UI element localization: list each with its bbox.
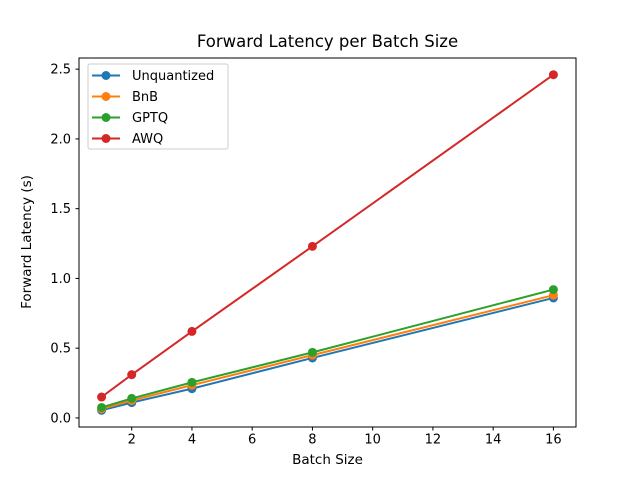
x-tick-label: 2 (128, 433, 136, 448)
y-tick-label: 0.5 (50, 342, 71, 357)
x-tick-label: 8 (308, 433, 316, 448)
y-axis-label: Forward Latency (s) (19, 175, 35, 309)
data-point-gptq (307, 347, 317, 357)
legend-marker-bnb (101, 92, 111, 101)
series-line-bnb (101, 294, 554, 410)
y-tick-label: 0.0 (50, 411, 71, 426)
data-point-gptq (127, 393, 137, 403)
axes-spines (78, 57, 577, 428)
legend-label-gptq: GPTQ (132, 111, 168, 126)
data-point-gptq (187, 377, 197, 387)
data-point-awq (127, 370, 137, 380)
x-tick-label: 16 (545, 433, 562, 448)
y-tick-label: 2.5 (50, 63, 71, 78)
x-tick-label: 10 (364, 433, 381, 448)
legend-marker-gptq (101, 113, 111, 122)
legend-label-awq: AWQ (132, 132, 163, 147)
data-point-awq (548, 70, 558, 80)
y-tick-label: 2.0 (50, 132, 71, 147)
x-tick-label: 14 (485, 433, 502, 448)
legend-marker-unquantized (101, 71, 111, 80)
legend-label-unquantized: Unquantized (132, 69, 214, 84)
legend-label-bnb: BnB (132, 90, 158, 105)
x-tick-label: 4 (188, 433, 196, 448)
legend-box (87, 63, 229, 150)
data-point-gptq (97, 402, 107, 412)
data-point-awq (187, 326, 197, 336)
data-point-awq (97, 392, 107, 402)
x-axis-label: Batch Size (292, 452, 363, 468)
y-tick-label: 1.5 (50, 202, 71, 217)
legend-marker-awq (101, 134, 111, 143)
series-line-unquantized (101, 296, 554, 412)
y-tick-label: 1.0 (50, 272, 71, 287)
chart-title: Forward Latency per Batch Size (196, 32, 459, 51)
x-tick-label: 6 (248, 433, 256, 448)
data-point-gptq (548, 285, 558, 295)
x-tick-label: 12 (425, 433, 442, 448)
data-point-awq (307, 241, 317, 251)
